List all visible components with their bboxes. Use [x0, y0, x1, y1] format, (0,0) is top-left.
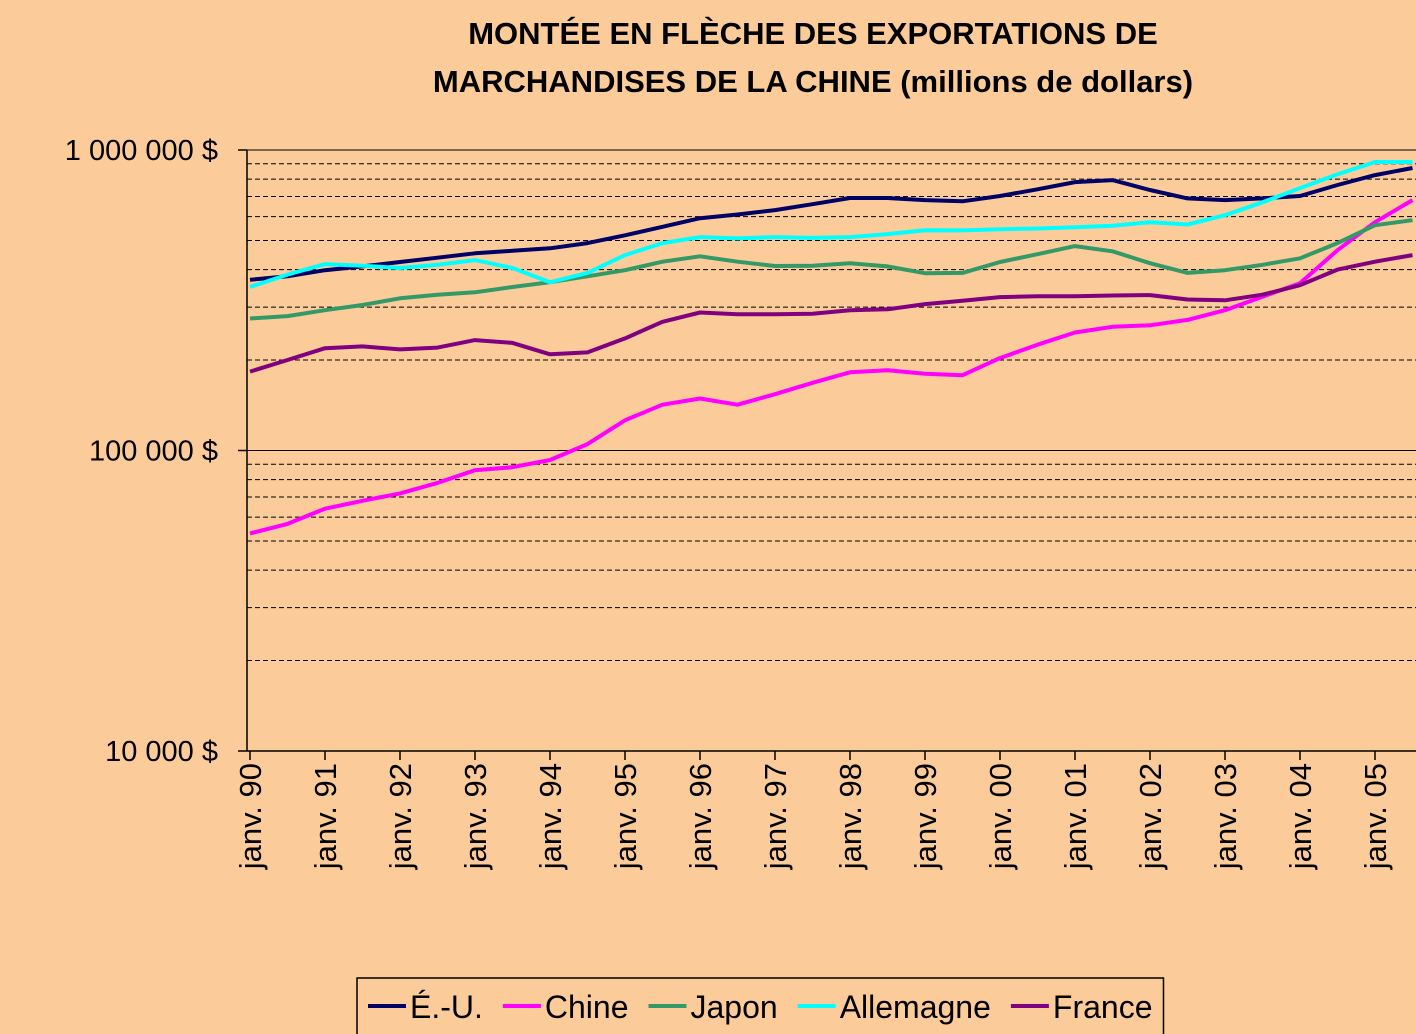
x-tick-label: janv. 92	[383, 763, 418, 870]
x-tick-label: janv. 98	[833, 763, 868, 870]
legend-label: Chine	[545, 989, 629, 1025]
x-tick-label: janv. 95	[608, 763, 643, 870]
chart-title: MARCHANDISES DE LA CHINE (millions de do…	[433, 64, 1193, 99]
x-tick-label: janv. 97	[758, 763, 793, 870]
x-tick-label: janv. 04	[1283, 763, 1318, 870]
legend-label: É.-U.	[410, 989, 483, 1025]
legend-box	[356, 977, 1165, 1034]
x-tick-label: janv. 02	[1133, 763, 1168, 870]
x-tick-label: janv. 90	[233, 763, 268, 870]
x-tick-label: janv. 94	[533, 763, 568, 870]
legend-label: France	[1053, 989, 1153, 1025]
legend-label: Allemagne	[840, 989, 991, 1025]
x-tick-label: janv. 05	[1358, 763, 1393, 870]
series-line	[249, 253, 1413, 374]
series-line	[249, 166, 1413, 282]
x-tick-label: janv. 00	[983, 763, 1018, 870]
y-tick-label: 100 000 $	[89, 436, 218, 468]
x-tick-label: janv. 91	[308, 763, 343, 870]
x-tick-label: janv. 93	[458, 763, 493, 870]
x-tick-label: janv. 03	[1208, 763, 1243, 870]
x-tick-label: janv. 99	[908, 763, 943, 870]
series-line	[249, 160, 1413, 289]
x-tick-label: janv. 96	[683, 763, 718, 870]
series-line	[249, 198, 1414, 536]
chart-title: MONTÉE EN FLÈCHE DES EXPORTATIONS DE	[468, 16, 1158, 51]
x-tick-label: janv. 01	[1058, 763, 1093, 870]
series-line	[249, 218, 1413, 321]
y-tick-label: 1 000 000 $	[65, 135, 218, 167]
y-tick-label: 10 000 $	[105, 736, 218, 768]
legend-label: Japon	[691, 989, 778, 1025]
